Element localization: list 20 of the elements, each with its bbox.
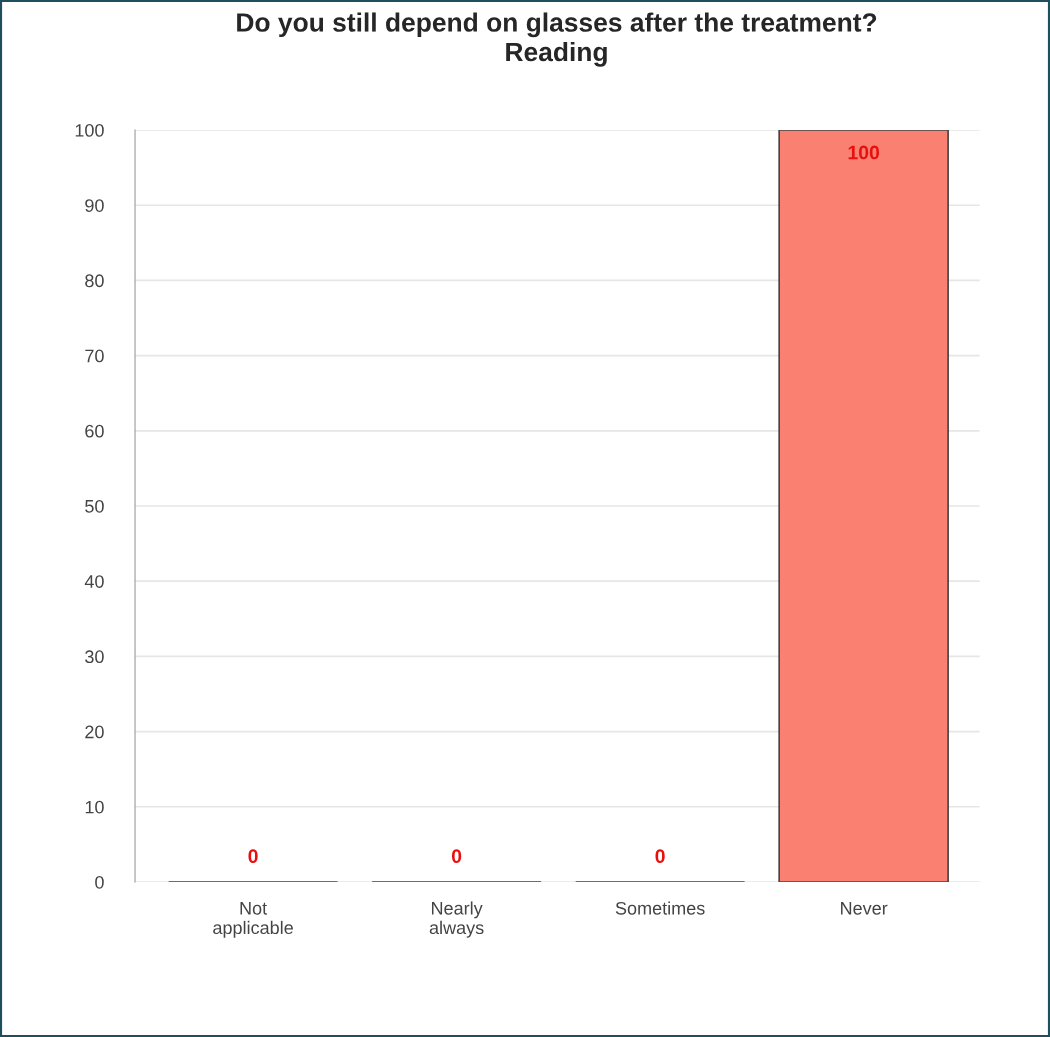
y-tick-label: 80 (85, 274, 104, 288)
y-tick-label: 100 (75, 123, 104, 137)
y-tick-label: 30 (85, 650, 104, 664)
y-tick-label: 70 (85, 349, 104, 363)
data-label: 0 (451, 849, 462, 864)
x-tick-label: Not applicable (213, 902, 293, 938)
data-label: 0 (248, 849, 258, 864)
y-tick-label: 10 (85, 800, 104, 814)
y-tick-label: 40 (84, 575, 104, 588)
y-tick-label: 20 (85, 725, 104, 739)
y-tick-label: 60 (85, 424, 104, 438)
x-tick-label: Never (841, 902, 888, 915)
chart-title: Do you still depend on glasses after the treatment? Reading (237, 12, 877, 67)
data-label: 0 (655, 849, 665, 864)
y-tick-label: 0 (95, 875, 104, 889)
x-tick-label: Sometimes (615, 901, 705, 915)
x-tick-label: Nearly always (429, 901, 484, 938)
data-label: 100 (848, 145, 880, 160)
y-tick-label: 90 (85, 199, 104, 212)
y-tick-label: 50 (85, 499, 104, 513)
